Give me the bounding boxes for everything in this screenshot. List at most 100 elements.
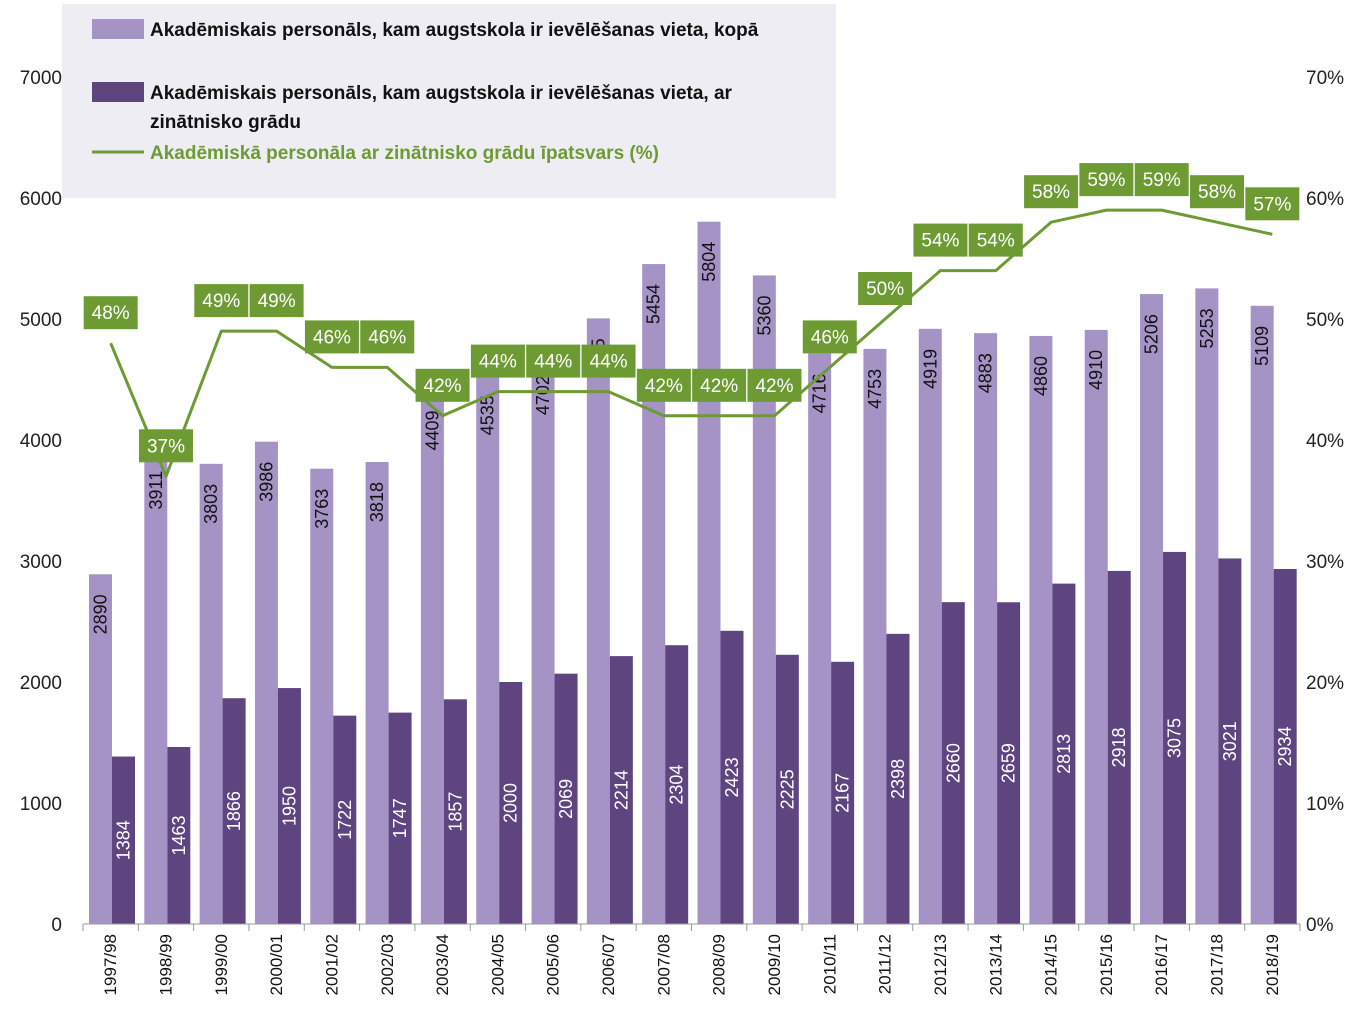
- share-data-label-box: [249, 284, 304, 318]
- x-tick-label: 2006/07: [599, 934, 618, 995]
- share-data-label: 54%: [977, 231, 1015, 252]
- share-data-label-box: [913, 223, 968, 257]
- x-tick-label: 2015/16: [1097, 934, 1116, 995]
- share-data-label: 58%: [1032, 182, 1070, 203]
- bar-degree: [112, 756, 135, 924]
- legend-swatch-degree: [92, 82, 144, 102]
- x-tick-label: 2012/13: [931, 934, 950, 995]
- bar-degree: [443, 699, 467, 924]
- y-right-tick-label: 40%: [1306, 431, 1344, 452]
- bar-total: [310, 468, 334, 924]
- share-data-label-box: [470, 344, 525, 378]
- x-tick-label: 2018/19: [1263, 934, 1282, 995]
- bar-degree: [554, 673, 578, 924]
- legend-item-share: Akadēmiskā personāla ar zinātnisko grādu…: [92, 143, 659, 164]
- x-tick-label: 1998/99: [156, 934, 175, 995]
- bar-degree: [941, 602, 965, 924]
- y-left-tick-label: 1000: [20, 794, 62, 815]
- bar-total: [1084, 329, 1108, 924]
- share-data-label: 37%: [147, 436, 185, 457]
- y-right-tick-label: 10%: [1306, 794, 1344, 815]
- bar-total: [863, 348, 887, 925]
- bar-degree-value-label: 2398: [888, 759, 908, 799]
- bar-total-value-label: 5454: [644, 284, 664, 324]
- bar-degree-value-label: 1463: [169, 815, 189, 855]
- x-tick-label: 2005/06: [544, 934, 563, 995]
- bar-total-value-label: 2890: [91, 594, 111, 634]
- bar-degree-value-label: 1384: [114, 820, 134, 860]
- bar-degree: [997, 602, 1021, 924]
- bar-total-value-label: 4535: [478, 395, 498, 435]
- share-data-label: 42%: [645, 376, 683, 397]
- legend-item-total: Akadēmiskais personāls, kam augstskola i…: [92, 19, 759, 41]
- y-left-tick-label: 2000: [20, 673, 62, 694]
- bar-degree-value-label: 2000: [501, 783, 521, 823]
- x-axis: 1997/98 1998/99 1999/00 2000/01 2001/02 2002/…: [82, 923, 1301, 995]
- bar-total: [531, 355, 555, 925]
- bar-degree: [1107, 570, 1131, 924]
- bar-degree: [665, 645, 689, 924]
- share-data-label: 44%: [534, 352, 572, 373]
- bar-degree-value-label: 1857: [445, 792, 465, 832]
- x-tick-label: 2008/09: [710, 934, 729, 995]
- share-data-label-box: [360, 320, 415, 354]
- y-left-tick-label: 7000: [20, 68, 62, 89]
- x-tick-label: 2014/15: [1042, 934, 1061, 995]
- bar-total: [1250, 305, 1274, 924]
- legend-background: [62, 4, 836, 198]
- bar-degree-value-label: 2659: [999, 743, 1019, 783]
- bar-degree: [1163, 551, 1187, 924]
- share-data-label-box: [968, 223, 1023, 257]
- bars-total: 2890391138033986376338184409453547025005…: [89, 221, 1274, 925]
- bar-total: [476, 375, 500, 924]
- x-tick-label: 2000/01: [267, 934, 286, 995]
- share-data-label-box: [415, 368, 470, 402]
- bar-degree-value-label: 1747: [390, 798, 410, 838]
- bar-total-value-label: 4753: [865, 369, 885, 409]
- share-data-label-box: [858, 272, 913, 305]
- share-data-label-box: [1079, 163, 1134, 197]
- bar-total: [642, 264, 666, 924]
- bar-total: [89, 574, 112, 924]
- y-right-tick-label: 30%: [1306, 552, 1344, 573]
- share-data-label-box: [1024, 175, 1079, 209]
- legend-label-degree: Akadēmiskais personāls, kam augstskola i…: [150, 83, 737, 133]
- share-data-label-box: [83, 296, 138, 330]
- bar-degree: [609, 656, 633, 924]
- y-axis-right: 0% 10% 20% 30% 40% 50% 60% 70%: [1306, 68, 1344, 936]
- y-left-tick-label: 3000: [20, 552, 62, 573]
- share-data-label: 59%: [1143, 170, 1181, 191]
- y-left-tick-label: 4000: [20, 431, 62, 452]
- bar-total-value-label: 3986: [256, 462, 276, 502]
- bar-total-value-label: 4860: [1031, 356, 1051, 396]
- x-tick-label: 2017/18: [1208, 934, 1227, 995]
- bar-total: [586, 318, 610, 924]
- bar-total: [918, 328, 942, 924]
- bar-total-value-label: 4910: [1086, 350, 1106, 390]
- bar-total: [199, 463, 223, 924]
- bar-total-value-label: 5360: [754, 295, 774, 335]
- bar-degree: [886, 633, 910, 924]
- share-data-label: 46%: [811, 327, 849, 348]
- bar-degree: [167, 746, 191, 924]
- bar-degree: [277, 688, 301, 924]
- bar-total-value-label: 3818: [367, 482, 387, 522]
- y-left-tick-label: 0: [51, 915, 62, 936]
- bar-total-value-label: 4919: [920, 349, 940, 389]
- share-data-label: 44%: [479, 352, 517, 373]
- bar-degree: [1052, 583, 1076, 924]
- share-data-label: 46%: [313, 327, 351, 348]
- share-data-label: 57%: [1253, 194, 1291, 215]
- legend-swatch-total: [92, 19, 144, 39]
- share-data-label: 42%: [700, 376, 738, 397]
- share-data-label: 59%: [1087, 170, 1125, 191]
- share-data-label-box: [581, 344, 636, 378]
- bar-degree-value-label: 2069: [556, 779, 576, 819]
- bar-total: [144, 450, 168, 924]
- bar-total: [420, 390, 444, 924]
- bar-degree-value-label: 2918: [1109, 727, 1129, 767]
- x-tick-label: 1997/98: [101, 934, 120, 995]
- share-data-label: 42%: [755, 376, 793, 397]
- bar-total: [1195, 288, 1219, 925]
